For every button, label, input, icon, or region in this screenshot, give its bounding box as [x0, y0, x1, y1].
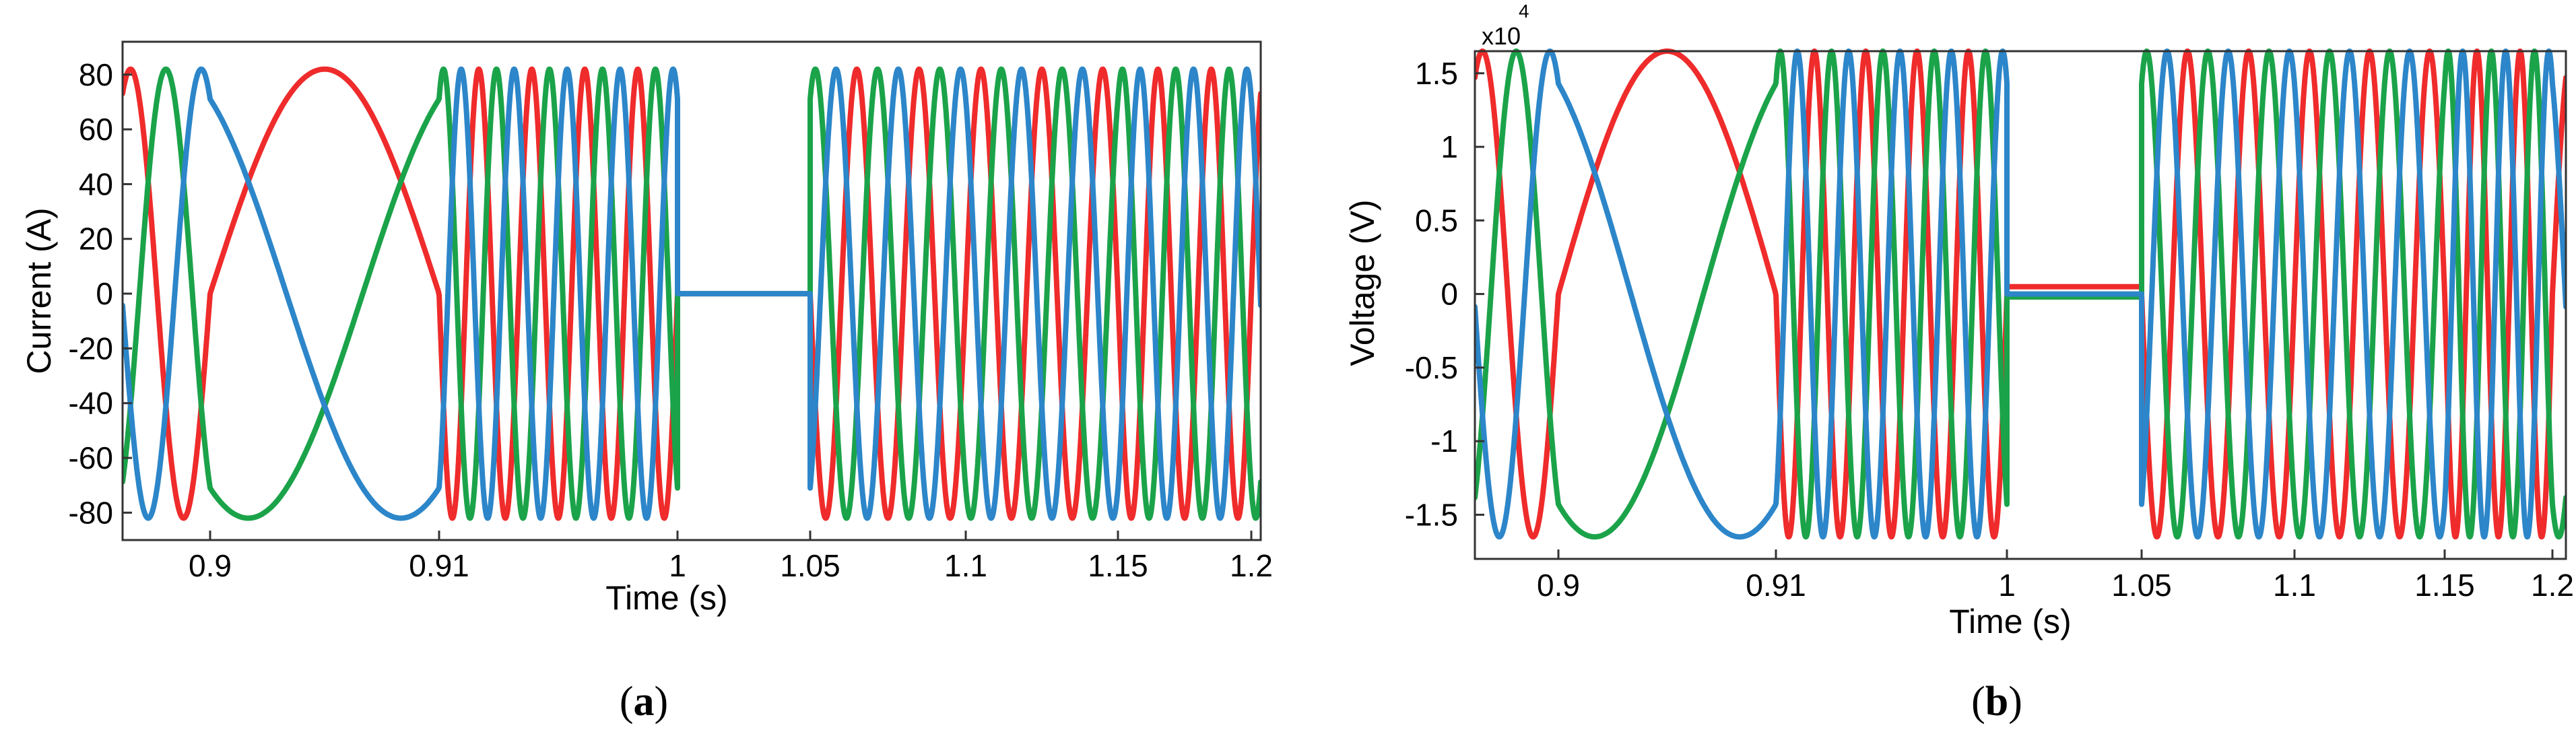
- chart-a-x-tick-label: 1.15: [1088, 548, 1148, 583]
- chart-b-series-2-line: [1475, 48, 2566, 540]
- chart-b-x-tick-label: 1.05: [2111, 568, 2172, 603]
- chart-b-x-tick-label: 0.9: [1537, 568, 1580, 603]
- chart-a-y-tick-label: -80: [69, 495, 113, 530]
- chart-b-y-multiplier: x10: [1482, 22, 1521, 50]
- chart-b-plot-frame: [1474, 50, 2567, 560]
- chart-b-y-tick-label: -1: [1430, 424, 1458, 459]
- chart-a-x-tick-label: 1.2: [1230, 548, 1273, 583]
- chart-b-x-tick-label: 1: [1998, 568, 2016, 603]
- chart-b-x-axis-label: Time (s): [1949, 603, 2071, 640]
- chart-a-y-tick-label: 0: [96, 276, 113, 311]
- chart-b-y-tick-label: -1.5: [1405, 497, 1458, 532]
- chart-b-y-tick-label: 1: [1441, 129, 1458, 164]
- chart-a-x-tick-label: 1.1: [944, 548, 987, 583]
- chart-b-y-tick-label: 0: [1441, 277, 1458, 312]
- chart-a-x-tick-label: 1.05: [780, 548, 840, 583]
- chart-a-x-tick-label: 1: [669, 548, 686, 583]
- chart-a-y-tick-label: -60: [69, 440, 113, 475]
- chart-a-y-tick-label: 80: [79, 57, 113, 92]
- chart-a-x-axis-label: Time (s): [605, 579, 727, 617]
- chart-b-series-layer: [1475, 48, 2566, 540]
- chart-a-series-3-line: [123, 66, 1261, 521]
- chart-a-y-axis-label: Current (A): [20, 207, 58, 374]
- chart-b-x-tick-label: 1.1: [2273, 568, 2316, 603]
- chart-a: 0.9 0.91 1 1.05 1.1 1.15 1.2 80 60 40 20 0 -20 -40 -60…: [20, 40, 1273, 725]
- chart-a-panel-label: (a): [620, 679, 668, 725]
- chart-b-panel-label: (b): [1971, 679, 2022, 725]
- chart-a-y-tick-label: -40: [69, 386, 113, 421]
- chart-b-x-tick-label: 0.91: [1746, 568, 1806, 603]
- chart-b-y-tick-label: 1.5: [1415, 56, 1458, 91]
- chart-a-y-tick-label: -20: [69, 331, 113, 366]
- chart-b-x-tick-label: 1.2: [2531, 568, 2574, 603]
- chart-a-x-tick-label: 0.91: [409, 548, 469, 583]
- chart-a-x-tick-label: 0.9: [189, 548, 232, 583]
- chart-b-y-tick-label: 0.5: [1415, 203, 1458, 238]
- chart-b-y-axis-label: Voltage (V): [1344, 199, 1381, 366]
- chart-b-y-tick-label: -0.5: [1405, 350, 1458, 385]
- chart-a-y-tick-label: 20: [79, 222, 113, 257]
- chart-a-tick-layer: 0.9 0.91 1 1.05 1.1 1.15 1.2 80 60 40 20 0 -20 -40 -60…: [69, 57, 1273, 583]
- chart-a-plot-frame: [121, 40, 1262, 541]
- chart-b-tick-layer: 0.9 0.91 1 1.05 1.1 1.15 1.2 1.5 1 0.5 0 -0.5 -1 -1.5: [1405, 56, 2574, 603]
- chart-a-y-tick-label: 60: [79, 112, 113, 147]
- chart-b-series-1-line: [1475, 48, 2566, 540]
- chart-a-y-tick-label: 40: [79, 166, 113, 201]
- chart-b: 0.9 0.91 1 1.05 1.1 1.15 1.2 1.5 1 0.5 0 -0.5 -1 -1.5…: [1344, 1, 2574, 725]
- chart-b-series-3-line: [1475, 48, 2566, 540]
- chart-a-series-layer: [123, 66, 1261, 521]
- chart-b-y-multiplier-exponent: 4: [1519, 1, 1529, 22]
- chart-b-x-tick-label: 1.15: [2414, 568, 2475, 603]
